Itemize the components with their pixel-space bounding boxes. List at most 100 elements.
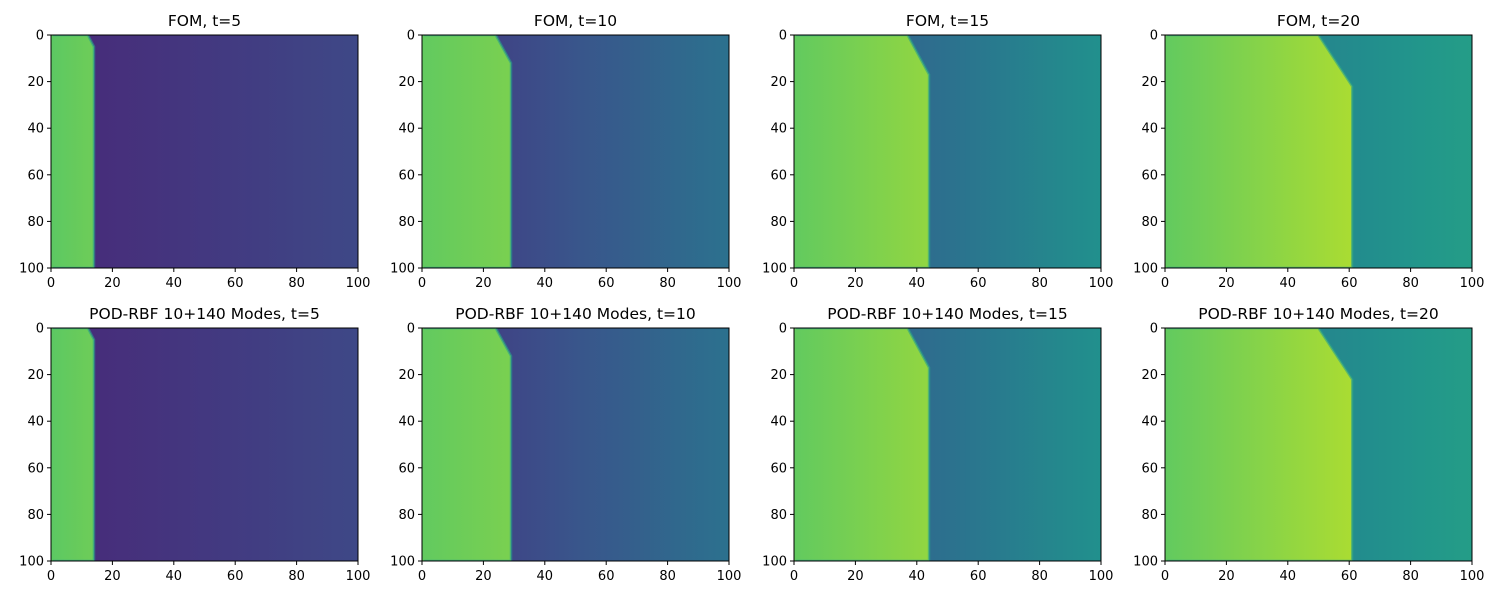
- x-tick-label: 40: [1280, 569, 1297, 584]
- y-tick-label: 0: [1150, 29, 1158, 44]
- x-tick-label: 20: [847, 276, 864, 291]
- field-high-region: [794, 35, 931, 268]
- axes-frame: [421, 327, 730, 562]
- y-tick-label: 80: [770, 508, 787, 523]
- field-high-region: [422, 35, 513, 268]
- field-high-region: [422, 328, 513, 561]
- x-tick-label: 80: [1031, 569, 1048, 584]
- axes-frame: [50, 327, 359, 562]
- field-high-region: [51, 328, 96, 561]
- x-tick-label: 80: [1031, 276, 1048, 291]
- heatmap-panel-5: POD-RBF 10+140 Modes, t=50 20 40 60 80 100020…: [19, 305, 370, 584]
- x-tick-label: 100: [1460, 569, 1485, 584]
- field-high-region: [1165, 35, 1354, 268]
- x-tick-label: 60: [598, 569, 615, 584]
- y-tick-label: 60: [1141, 168, 1158, 183]
- x-tick-label: 40: [909, 569, 926, 584]
- y-tick-label: 40: [27, 122, 44, 137]
- panel-title: FOM, t=10: [534, 12, 617, 30]
- x-tick-label: 100: [717, 276, 742, 291]
- x-tick-label: 100: [1089, 276, 1114, 291]
- y-tick-label: 60: [1141, 461, 1158, 476]
- field-high-region: [794, 328, 931, 561]
- y-tick-label: 80: [27, 215, 44, 230]
- x-tick-label: 40: [166, 276, 183, 291]
- field-high-region: [51, 35, 96, 268]
- x-tick-label: 20: [104, 276, 121, 291]
- x-tick-label: 0: [47, 276, 55, 291]
- y-tick-label: 40: [770, 122, 787, 137]
- x-tick-label: 20: [1218, 276, 1235, 291]
- y-tick-label: 40: [770, 415, 787, 430]
- y-tick-label: 100: [1133, 262, 1158, 277]
- y-tick-label: 80: [770, 215, 787, 230]
- x-tick-label: 80: [1402, 569, 1419, 584]
- x-tick-label: 40: [537, 569, 554, 584]
- y-tick-label: 0: [36, 29, 44, 44]
- y-tick-label: 40: [398, 122, 415, 137]
- panel-title: POD-RBF 10+140 Modes, t=10: [455, 305, 696, 323]
- panel-title: FOM, t=20: [1277, 12, 1360, 30]
- y-tick-label: 60: [27, 461, 44, 476]
- y-tick-label: 80: [398, 215, 415, 230]
- heatmap-panel-6: POD-RBF 10+140 Modes, t=100 20 40 60 80 10002…: [390, 305, 741, 584]
- y-tick-label: 20: [1141, 75, 1158, 90]
- y-tick-label: 100: [390, 555, 415, 570]
- x-tick-label: 20: [104, 569, 121, 584]
- y-tick-label: 40: [1141, 415, 1158, 430]
- y-tick-label: 80: [1141, 508, 1158, 523]
- y-tick-label: 0: [407, 29, 415, 44]
- x-tick-label: 100: [1089, 569, 1114, 584]
- y-tick-label: 20: [398, 75, 415, 90]
- x-tick-label: 0: [1161, 569, 1169, 584]
- field-low-region: [51, 35, 358, 268]
- panel-title: FOM, t=15: [906, 12, 989, 30]
- x-tick-label: 60: [1341, 276, 1358, 291]
- y-tick-label: 20: [770, 368, 787, 383]
- axes-frame: [50, 34, 359, 269]
- x-tick-label: 20: [475, 569, 492, 584]
- x-tick-label: 0: [418, 276, 426, 291]
- x-tick-label: 80: [1402, 276, 1419, 291]
- axes-frame: [421, 34, 730, 269]
- y-tick-label: 80: [398, 508, 415, 523]
- x-tick-label: 80: [288, 569, 305, 584]
- panel-title: POD-RBF 10+140 Modes, t=5: [89, 305, 320, 323]
- y-tick-label: 60: [398, 168, 415, 183]
- x-tick-label: 40: [1280, 276, 1297, 291]
- x-tick-label: 20: [1218, 569, 1235, 584]
- y-tick-label: 100: [1133, 555, 1158, 570]
- x-tick-label: 20: [847, 569, 864, 584]
- y-tick-label: 0: [1150, 322, 1158, 337]
- y-tick-label: 20: [1141, 368, 1158, 383]
- y-tick-label: 100: [390, 262, 415, 277]
- x-tick-label: 60: [1341, 569, 1358, 584]
- panel-title: POD-RBF 10+140 Modes, t=15: [827, 305, 1068, 323]
- y-tick-label: 20: [27, 75, 44, 90]
- axes-frame: [793, 327, 1102, 562]
- x-tick-label: 60: [227, 276, 244, 291]
- x-tick-label: 80: [288, 276, 305, 291]
- y-tick-label: 60: [770, 168, 787, 183]
- x-tick-label: 60: [970, 276, 987, 291]
- y-tick-label: 40: [1141, 122, 1158, 137]
- x-tick-label: 100: [346, 276, 371, 291]
- y-tick-label: 100: [19, 555, 44, 570]
- x-tick-label: 100: [346, 569, 371, 584]
- y-tick-label: 80: [1141, 215, 1158, 230]
- axes-frame: [793, 34, 1102, 269]
- axes-frame: [1164, 34, 1473, 269]
- panel-title: POD-RBF 10+140 Modes, t=20: [1198, 305, 1439, 323]
- y-tick-label: 0: [36, 322, 44, 337]
- x-tick-label: 60: [227, 569, 244, 584]
- x-tick-label: 80: [659, 276, 676, 291]
- y-tick-label: 60: [398, 461, 415, 476]
- y-tick-label: 100: [19, 262, 44, 277]
- y-tick-label: 40: [398, 415, 415, 430]
- field-low-region: [51, 328, 358, 561]
- panel-title: FOM, t=5: [168, 12, 241, 30]
